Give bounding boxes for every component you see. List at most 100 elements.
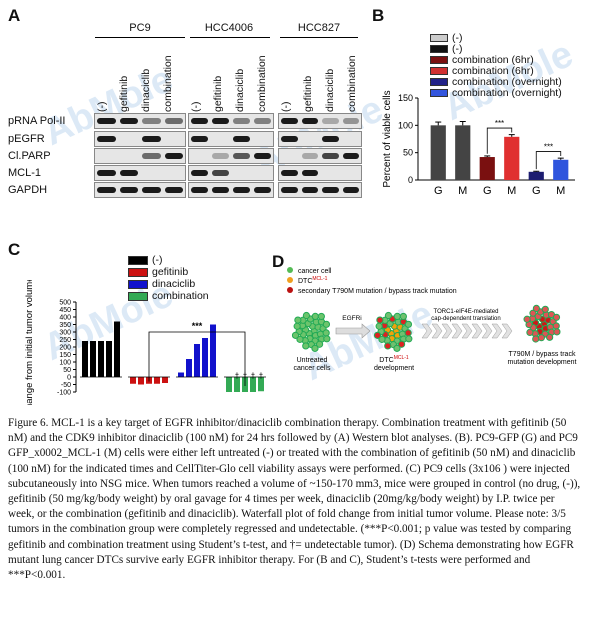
legend-item: combination (6hr) — [430, 65, 534, 77]
waterfall-bar — [194, 344, 200, 377]
chevron-icon — [501, 323, 513, 339]
bar — [430, 125, 446, 180]
chevron-icon — [431, 323, 443, 339]
blot-band — [342, 153, 359, 159]
blot-panel — [188, 165, 274, 181]
x-tick-label: M — [458, 185, 467, 197]
cellline-underline — [190, 37, 270, 38]
cell-icon — [311, 344, 319, 352]
waterfall-bar — [186, 359, 192, 377]
significance-label: *** — [495, 119, 504, 128]
lane-label: gefitinib — [302, 75, 314, 112]
cell-icon — [404, 329, 412, 337]
legend-label: combination (6hr) — [452, 65, 534, 77]
waterfall-bar — [250, 377, 256, 392]
arrow2-label-line1: TORC1-eIF4E-mediated — [434, 309, 499, 315]
blot-panel — [188, 131, 274, 147]
y-tick-label: 200 — [59, 345, 71, 352]
chevron-icon — [491, 323, 503, 339]
blot-band — [233, 118, 250, 124]
chevron-icon — [441, 323, 453, 339]
blot-band — [342, 187, 359, 193]
x-tick-label: G — [434, 185, 443, 197]
blot-band — [119, 118, 138, 124]
blot-panel — [188, 148, 274, 164]
legend-item: (-) — [128, 254, 163, 266]
blot-band — [212, 118, 229, 124]
y-tick-label: 100 — [59, 360, 71, 367]
legend-swatch — [430, 78, 448, 87]
y-tick-label: 0 — [408, 175, 413, 185]
cell-icon — [552, 313, 561, 321]
y-tick-label: 50 — [63, 367, 71, 374]
y-tick-label: 300 — [59, 330, 71, 337]
blot-panel — [278, 113, 362, 129]
blot-band — [191, 170, 208, 176]
blot-panel — [94, 165, 186, 181]
legend-label: (-) — [452, 43, 463, 55]
blot-band — [191, 187, 208, 193]
blot-panel — [278, 182, 362, 198]
untreated-cells-cluster — [291, 311, 331, 352]
cell-icon — [384, 342, 392, 350]
legend-item: gefitinib — [128, 266, 188, 278]
waterfall-bar — [258, 377, 264, 392]
blot-row-label: pRNA Pol-II — [8, 115, 66, 127]
cell-icon — [541, 305, 549, 313]
blot-band — [301, 118, 318, 124]
legend-secondary-mutation: secondary T790M mutation / bypass track … — [298, 288, 457, 295]
cell-icon — [526, 328, 534, 337]
y-tick-label: -50 — [61, 382, 71, 389]
blot-band — [191, 136, 208, 142]
y-tick-label: 500 — [59, 300, 71, 307]
chevron-icon — [481, 323, 493, 339]
cell-icon — [399, 312, 407, 321]
legend-item: combination — [128, 290, 209, 302]
bar — [479, 157, 495, 180]
blot-band — [254, 153, 271, 159]
undetectable-dagger: † — [243, 372, 247, 381]
cell-icon — [322, 329, 330, 337]
bar — [455, 125, 471, 180]
dtc-dot-icon — [287, 277, 293, 283]
y-tick-label: 400 — [59, 315, 71, 322]
legend-item: (-) — [430, 32, 463, 44]
cell-icon — [373, 331, 382, 339]
blot-band — [142, 187, 161, 193]
blot-row-label: GAPDH — [8, 184, 48, 196]
cell-icon — [302, 311, 311, 320]
legend-swatch — [430, 45, 448, 54]
schema-diagram: cancer cell DTCMCL-1 secondary T790M mut… — [287, 267, 576, 372]
significance-label: *** — [544, 143, 553, 152]
lane-label: (-) — [96, 101, 108, 113]
significance-bracket — [148, 331, 246, 386]
mutation-dot-icon — [287, 287, 293, 293]
stage3-label-line1: T790M / bypass track — [509, 351, 576, 358]
blot-row-label: Cl.PARP — [8, 150, 51, 162]
blot-row-label: MCL-1 — [8, 167, 42, 179]
blot-panel — [94, 113, 186, 129]
legend-swatch — [430, 34, 448, 43]
legend-item: combination (overnight) — [430, 87, 562, 99]
cell-icon — [523, 315, 531, 323]
cell-icon — [393, 344, 401, 352]
blot-band — [322, 136, 339, 142]
x-tick-label: M — [507, 185, 516, 197]
blot-band — [191, 118, 208, 124]
blot-band — [142, 136, 161, 142]
blot-band — [301, 153, 318, 159]
waterfall-bar — [82, 341, 88, 377]
cell-icon — [397, 340, 406, 348]
cell-icon — [546, 333, 554, 341]
cell-icon — [315, 340, 324, 348]
legend-swatch — [128, 279, 148, 289]
blot-band — [97, 170, 116, 176]
lane-label: combination — [346, 55, 358, 112]
cell-icon — [294, 316, 302, 324]
caption-text: Figure 6. MCL-1 is a key target of EGFR … — [8, 417, 581, 582]
blot-panel — [94, 182, 186, 198]
viability-bar-chart: 0 50 100 150 Percent of viable cells G M G M G M **… — [382, 90, 575, 197]
y-tick-label: 100 — [398, 120, 413, 130]
waterfall-bar — [210, 324, 216, 377]
legend-swatch — [430, 89, 448, 98]
